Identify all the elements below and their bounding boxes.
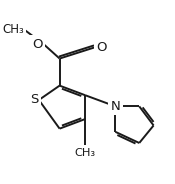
Text: O: O xyxy=(97,41,107,54)
Text: CH₃: CH₃ xyxy=(75,148,96,158)
Text: S: S xyxy=(30,93,38,107)
Text: O: O xyxy=(97,41,107,54)
Text: CH₃: CH₃ xyxy=(2,23,24,36)
Text: N: N xyxy=(110,100,120,113)
Text: S: S xyxy=(30,93,38,107)
Text: N: N xyxy=(110,100,120,113)
Text: CH₃: CH₃ xyxy=(75,148,96,158)
Text: CH₃: CH₃ xyxy=(2,23,24,36)
Text: O: O xyxy=(32,38,42,51)
Text: O: O xyxy=(32,38,42,51)
